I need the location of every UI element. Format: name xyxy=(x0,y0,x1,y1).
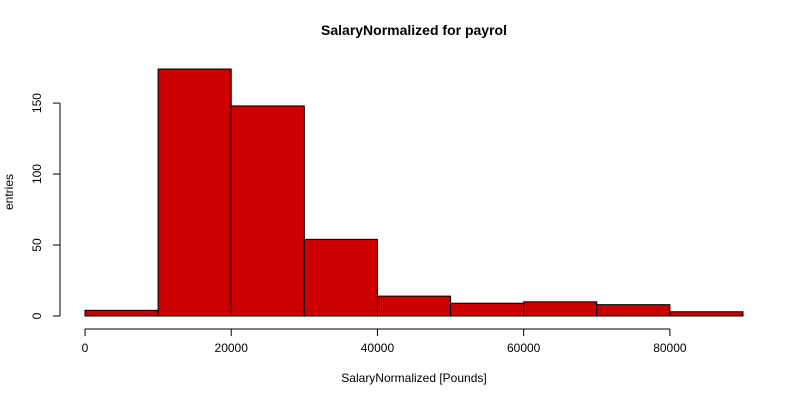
histogram-bar xyxy=(376,295,452,317)
y-axis-label: entries xyxy=(2,174,16,210)
histogram-bar xyxy=(450,302,525,317)
y-tick-label: 50 xyxy=(30,238,44,252)
y-tick-label: 150 xyxy=(30,93,44,113)
y-axis: 0 50 100 150 xyxy=(30,93,61,319)
histogram-bar xyxy=(84,309,159,317)
histogram-bar xyxy=(303,238,378,317)
x-tick-label: 40000 xyxy=(361,341,395,355)
x-tick-label: 20000 xyxy=(215,341,249,355)
chart-title: SalaryNormalized for payrol xyxy=(321,22,507,38)
x-tick-label: 80000 xyxy=(653,341,687,355)
histogram-bar xyxy=(523,301,598,317)
y-tick-label: 0 xyxy=(30,312,44,319)
y-tick-label: 100 xyxy=(30,164,44,184)
x-tick-label: 60000 xyxy=(507,341,541,355)
histogram-bar xyxy=(157,68,232,317)
bars-group xyxy=(84,68,744,317)
histogram-bar xyxy=(230,105,305,317)
x-tick-label: 0 xyxy=(82,341,89,355)
histogram-bar xyxy=(669,311,744,317)
x-axis: 0 20000 40000 60000 80000 xyxy=(82,328,687,355)
x-axis-label: SalaryNormalized [Pounds] xyxy=(341,371,486,385)
histogram-bar xyxy=(596,304,671,317)
